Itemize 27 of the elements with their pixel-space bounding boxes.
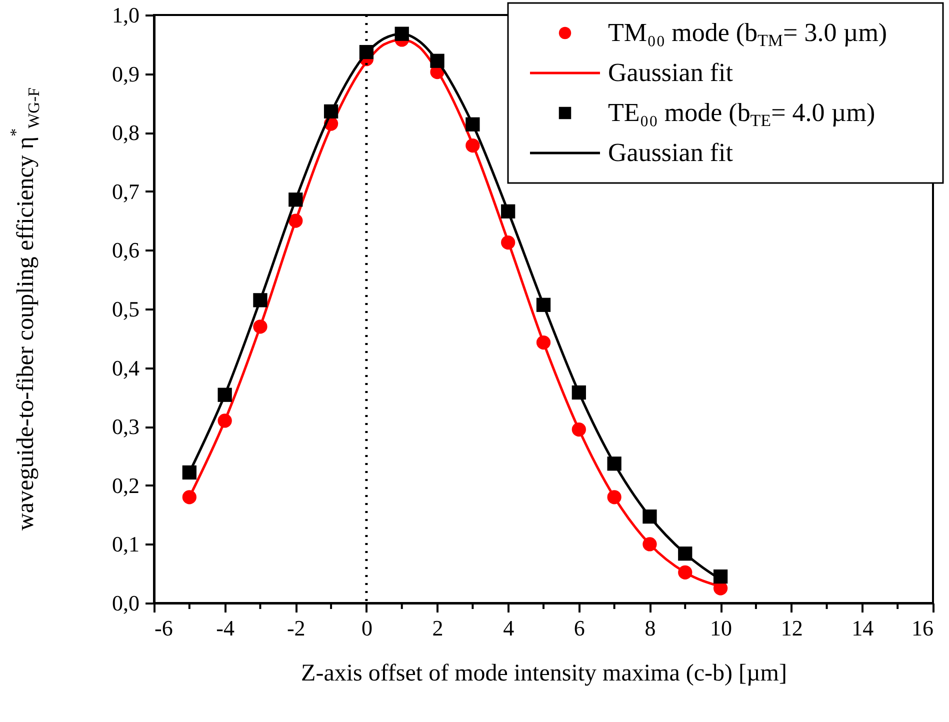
x-tick-label: -4 — [216, 616, 234, 640]
y-tick-label: 1,0 — [112, 2, 140, 28]
y-tick-label: 0,1 — [112, 532, 140, 557]
y-tick-label: 0,9 — [112, 61, 140, 86]
x-axis-title: Z-axis offset of mode intensity maxima (c-b) [µm] — [301, 660, 787, 686]
y-tick-label: 0,2 — [112, 472, 140, 498]
x-tick-label: 4 — [503, 616, 514, 640]
x-tick-label: 0 — [361, 616, 372, 640]
legend-label: Gaussian fit — [608, 58, 734, 87]
y-axis-title: waveguide-to-fiber coupling efficiency η*WG-F — [8, 87, 43, 530]
x-tick-label: 8 — [644, 616, 656, 640]
y-tick-label: 0,8 — [112, 120, 140, 146]
x-tick-label: 6 — [574, 616, 585, 640]
x-tick-label: 2 — [432, 616, 444, 640]
x-tick-label: 10 — [710, 616, 732, 640]
x-tick-label: 14 — [852, 616, 874, 640]
x-tick-label: 12 — [780, 616, 803, 640]
y-tick-label: 0,0 — [112, 590, 140, 616]
x-tick-label: -2 — [286, 616, 306, 640]
x-tick-label: -6 — [154, 616, 173, 640]
y-tick-label: 0,5 — [112, 296, 140, 322]
legend-label: Gaussian fit — [608, 138, 734, 167]
y-tick-label: 0,3 — [112, 414, 140, 440]
y-tick-label: 0,7 — [112, 178, 140, 204]
x-tick-label: 16 — [912, 616, 934, 640]
y-tick-label: 0,4 — [112, 355, 140, 380]
y-tick-label: 0,6 — [112, 238, 140, 263]
